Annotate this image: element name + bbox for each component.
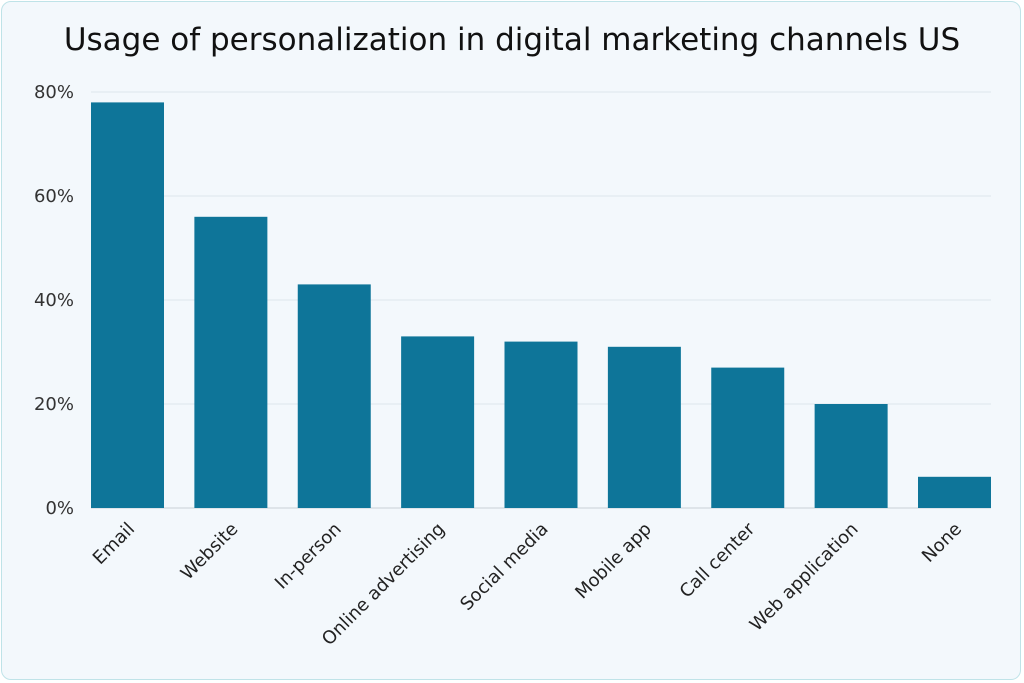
chart-title: Usage of personalization in digital mark… (63, 22, 961, 58)
y-tick-label: 20% (34, 394, 74, 415)
x-tick-label: Web application (746, 519, 863, 636)
x-tick-label: Website (177, 519, 243, 585)
bar-online-advertising (401, 336, 475, 508)
bar-call-center (711, 367, 785, 508)
x-tick-label: None (918, 519, 966, 567)
y-tick-label: 80% (34, 82, 74, 103)
bar-mobile-app (607, 346, 681, 508)
y-tick-label: 40% (34, 290, 74, 311)
x-tick-label: Email (89, 519, 139, 569)
bar-email (91, 102, 164, 509)
x-tick-label: In-person (271, 519, 346, 594)
y-tick-label: 60% (34, 186, 74, 207)
y-tick-label: 0% (45, 498, 74, 519)
x-tick-label: Call center (676, 518, 760, 602)
bar-social-media (504, 341, 578, 508)
bar-in-person (297, 284, 371, 508)
bar-none (918, 476, 991, 508)
bar-website (194, 216, 268, 509)
bar-web-application (814, 404, 888, 508)
x-tick-label: Mobile app (571, 519, 656, 604)
x-tick-label: Social media (456, 519, 552, 615)
